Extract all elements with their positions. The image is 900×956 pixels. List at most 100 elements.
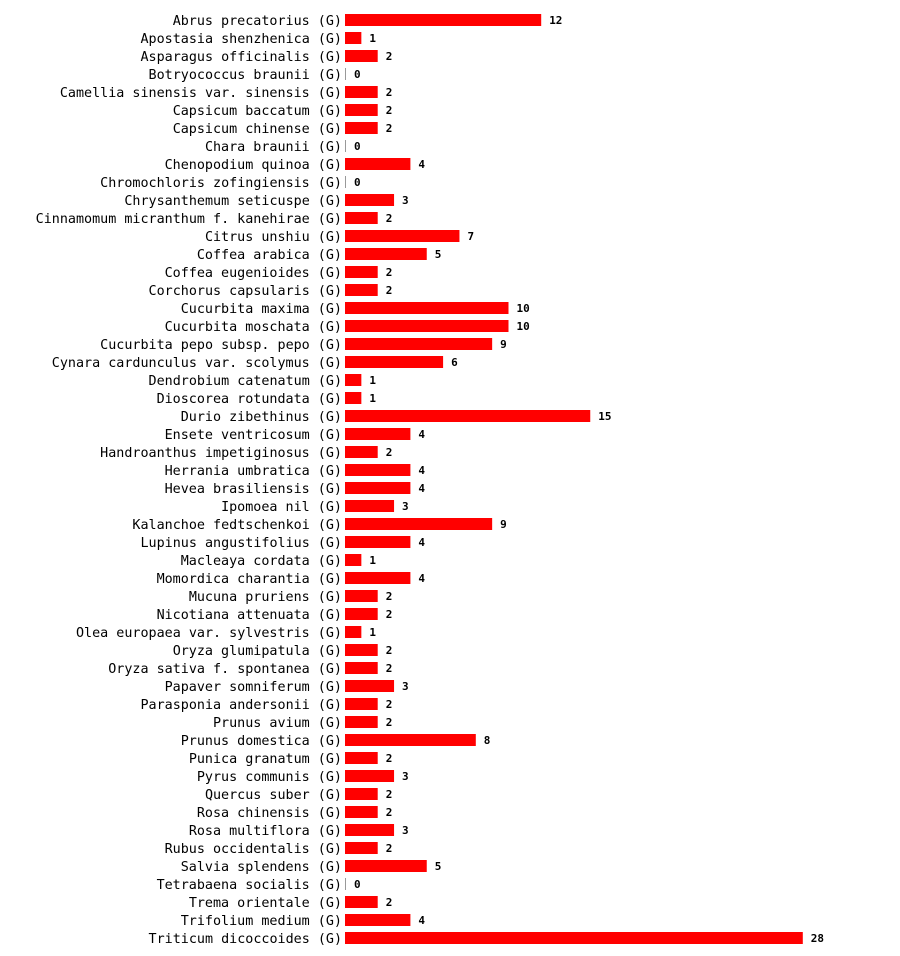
bar (345, 374, 362, 386)
value-label: 3 (402, 194, 409, 207)
category-label: Cucurbita moschata (G) (165, 320, 342, 335)
bar (345, 284, 378, 296)
category-label: Durio zibethinus (G) (181, 410, 342, 425)
bar (345, 140, 346, 152)
category-label: Rosa multiflora (G) (189, 824, 342, 839)
value-label: 2 (386, 122, 393, 135)
value-label: 2 (386, 644, 393, 657)
value-labels: 1212022204032752210109611154244394142212… (354, 14, 824, 945)
category-label: Pyrus communis (G) (197, 770, 342, 785)
category-label: Herrania umbratica (G) (165, 464, 342, 479)
value-label: 2 (386, 104, 393, 117)
bar (345, 32, 362, 44)
value-label: 1 (369, 32, 376, 45)
bar (345, 86, 378, 98)
bar (345, 230, 460, 242)
category-label: Citrus unshiu (G) (205, 230, 342, 245)
value-label: 0 (354, 68, 361, 81)
bar (345, 896, 378, 908)
bar (345, 788, 378, 800)
category-label: Rosa chinensis (G) (197, 806, 342, 821)
category-label: Apostasia shenzhenica (G) (140, 32, 342, 47)
category-label: Momordica charantia (G) (157, 572, 342, 587)
value-label: 1 (369, 374, 376, 387)
bar (345, 122, 378, 134)
bar (345, 572, 411, 584)
category-label: Punica granatum (G) (189, 752, 342, 767)
value-label: 6 (451, 356, 458, 369)
bar (345, 464, 411, 476)
bar (345, 392, 362, 404)
bar (345, 644, 378, 656)
value-label: 5 (435, 860, 442, 873)
bar (345, 770, 395, 782)
bar (345, 860, 427, 872)
value-label: 2 (386, 446, 393, 459)
bar (345, 446, 378, 458)
category-label: Ensete ventricosum (G) (165, 428, 342, 443)
category-label: Papaver somniferum (G) (165, 680, 342, 695)
bar (345, 50, 378, 62)
value-label: 10 (517, 302, 530, 315)
value-label: 2 (386, 698, 393, 711)
category-label: Oryza glumipatula (G) (173, 644, 342, 659)
value-label: 28 (811, 932, 824, 945)
category-labels: Abrus precatorius (G) Apostasia shenzheni… (36, 14, 342, 947)
category-label: Quercus suber (G) (205, 788, 342, 803)
bar (345, 410, 591, 422)
value-label: 15 (598, 410, 611, 423)
category-label: Cinnamomum micranthum f. kanehirae (G) (36, 212, 342, 227)
category-label: Triticum dicoccoides (G) (149, 932, 342, 947)
category-label: Nicotiana attenuata (G) (157, 608, 342, 623)
category-label: Handroanthus impetiginosus (G) (100, 446, 342, 461)
bar (345, 914, 411, 926)
bar (345, 428, 411, 440)
bars (345, 14, 803, 944)
value-label: 4 (418, 914, 425, 927)
category-label: Trema orientale (G) (189, 896, 342, 911)
category-label: Camellia sinensis var. sinensis (G) (60, 86, 342, 101)
category-label: Mucuna pruriens (G) (189, 590, 342, 605)
category-label: Cynara cardunculus var. scolymus (G) (52, 356, 342, 371)
value-label: 9 (500, 518, 507, 531)
bar (345, 320, 509, 332)
value-label: 2 (386, 788, 393, 801)
value-label: 3 (402, 680, 409, 693)
bar (345, 518, 493, 530)
category-label: Botryococcus braunii (G) (149, 68, 342, 83)
category-label: Chrysanthemum seticuspe (G) (124, 194, 342, 209)
category-label: Salvia splendens (G) (181, 860, 342, 875)
bar (345, 194, 395, 206)
bar (345, 878, 346, 890)
bar (345, 68, 346, 80)
bar (345, 662, 378, 674)
bar (345, 356, 444, 368)
value-label: 2 (386, 608, 393, 621)
bar (345, 590, 378, 602)
bar (345, 500, 395, 512)
value-label: 4 (418, 482, 425, 495)
value-label: 0 (354, 176, 361, 189)
category-label: Hevea brasiliensis (G) (165, 482, 342, 497)
category-label: Tetrabaena socialis (G) (157, 878, 342, 893)
bar (345, 806, 378, 818)
category-label: Parasponia andersonii (G) (140, 698, 342, 713)
bar (345, 608, 378, 620)
value-label: 0 (354, 140, 361, 153)
category-label: Macleaya cordata (G) (181, 554, 342, 569)
value-label: 7 (467, 230, 474, 243)
value-label: 2 (386, 212, 393, 225)
bar (345, 842, 378, 854)
value-label: 2 (386, 86, 393, 99)
value-label: 0 (354, 878, 361, 891)
category-label: Abrus precatorius (G) (173, 14, 342, 29)
bar (345, 482, 411, 494)
category-label: Dioscorea rotundata (G) (157, 392, 342, 407)
bar (345, 302, 509, 314)
value-label: 10 (517, 320, 530, 333)
category-label: Capsicum baccatum (G) (173, 104, 342, 119)
category-label: Corchorus capsularis (G) (149, 284, 342, 299)
value-label: 2 (386, 284, 393, 297)
value-label: 2 (386, 896, 393, 909)
